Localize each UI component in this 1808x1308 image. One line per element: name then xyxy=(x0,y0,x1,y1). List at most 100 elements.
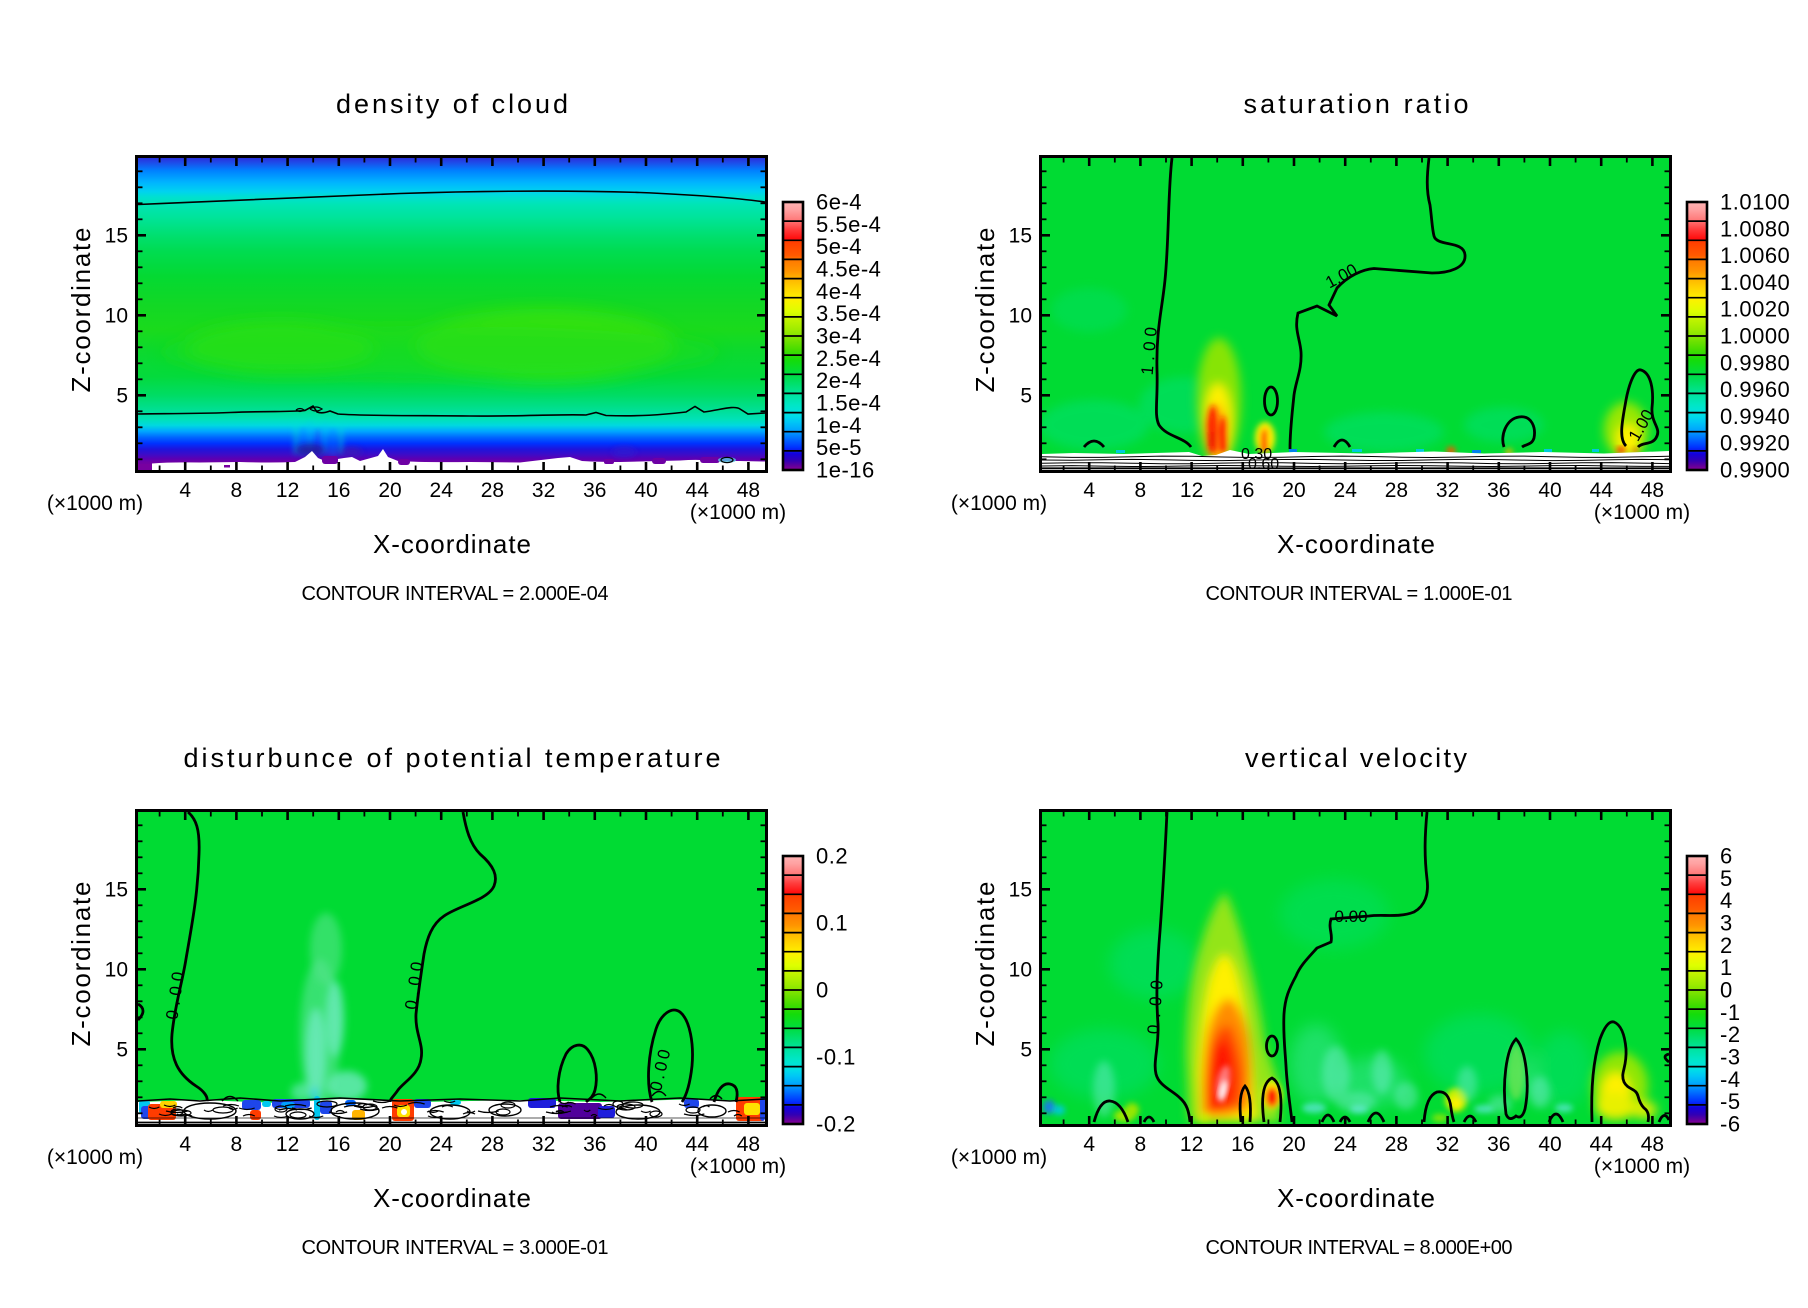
svg-text:1e-16: 1e-16 xyxy=(816,458,875,483)
svg-text:4: 4 xyxy=(179,1133,191,1156)
svg-text:40: 40 xyxy=(634,1133,657,1156)
svg-text:40: 40 xyxy=(1538,479,1561,502)
svg-text:1.0000: 1.0000 xyxy=(1720,324,1790,349)
svg-text:vertical velocity: vertical velocity xyxy=(1245,743,1468,773)
svg-text:48: 48 xyxy=(1641,1133,1664,1156)
svg-text:36: 36 xyxy=(583,479,606,502)
svg-text:0.9940: 0.9940 xyxy=(1720,404,1790,429)
svg-text:(×1000 m): (×1000 m) xyxy=(690,1155,786,1178)
svg-text:5: 5 xyxy=(1020,384,1032,407)
svg-text:0.9980: 0.9980 xyxy=(1720,350,1790,375)
svg-text:density of cloud: density of cloud xyxy=(336,89,568,119)
svg-text:CONTOUR INTERVAL = 3.000E-01: CONTOUR INTERVAL = 3.000E-01 xyxy=(302,1237,609,1259)
svg-text:32: 32 xyxy=(1436,479,1459,502)
svg-text:2.5e-4: 2.5e-4 xyxy=(816,346,881,371)
svg-text:CONTOUR INTERVAL = 8.000E+00: CONTOUR INTERVAL = 8.000E+00 xyxy=(1206,1237,1513,1259)
svg-text:15: 15 xyxy=(105,224,128,247)
svg-text:(×1000 m): (×1000 m) xyxy=(47,492,143,515)
svg-text:15: 15 xyxy=(1009,224,1032,247)
svg-text:0.30: 0.30 xyxy=(1241,446,1272,463)
svg-text:X-coordinate: X-coordinate xyxy=(373,1183,531,1213)
svg-text:16: 16 xyxy=(1231,1133,1254,1156)
svg-text:disturbunce of potential tempe: disturbunce of potential temperature xyxy=(184,743,721,773)
svg-text:3: 3 xyxy=(1720,911,1733,936)
svg-text:(×1000 m): (×1000 m) xyxy=(951,492,1047,515)
svg-text:6: 6 xyxy=(1720,844,1733,869)
svg-text:16: 16 xyxy=(327,1133,350,1156)
svg-text:24: 24 xyxy=(430,1133,454,1156)
svg-text:8: 8 xyxy=(231,479,243,502)
svg-text:8: 8 xyxy=(1135,479,1147,502)
svg-text:4.5e-4: 4.5e-4 xyxy=(816,257,881,282)
svg-text:0: 0 xyxy=(816,978,829,1003)
svg-text:1.0080: 1.0080 xyxy=(1720,216,1790,241)
svg-text:4e-4: 4e-4 xyxy=(816,279,862,304)
svg-text:44: 44 xyxy=(1590,479,1614,502)
svg-text:48: 48 xyxy=(737,479,760,502)
svg-text:1: 1 xyxy=(1720,955,1733,980)
svg-text:1.0020: 1.0020 xyxy=(1720,297,1790,322)
svg-text:2: 2 xyxy=(1720,933,1733,958)
svg-text:-6: -6 xyxy=(1720,1112,1741,1137)
svg-text:4: 4 xyxy=(1720,888,1733,913)
svg-text:20: 20 xyxy=(378,479,401,502)
svg-text:24: 24 xyxy=(1334,479,1358,502)
svg-text:Z-coordinate: Z-coordinate xyxy=(970,228,1000,393)
svg-text:5: 5 xyxy=(116,1038,128,1061)
svg-text:-4: -4 xyxy=(1720,1067,1741,1092)
svg-text:36: 36 xyxy=(583,1133,606,1156)
svg-text:-5: -5 xyxy=(1720,1089,1741,1114)
svg-text:6e-4: 6e-4 xyxy=(816,190,862,215)
svg-text:2e-4: 2e-4 xyxy=(816,368,862,393)
svg-text:-0.2: -0.2 xyxy=(816,1112,856,1137)
svg-text:1.0100: 1.0100 xyxy=(1720,190,1790,215)
svg-text:5: 5 xyxy=(116,384,128,407)
svg-text:Z-coordinate: Z-coordinate xyxy=(970,882,1000,1047)
svg-text:28: 28 xyxy=(481,1133,504,1156)
svg-text:15: 15 xyxy=(105,878,128,901)
svg-text:32: 32 xyxy=(532,479,555,502)
svg-text:28: 28 xyxy=(481,479,504,502)
svg-text:0.9920: 0.9920 xyxy=(1720,431,1790,456)
svg-text:15: 15 xyxy=(1009,878,1032,901)
svg-text:10: 10 xyxy=(1009,304,1032,327)
svg-text:44: 44 xyxy=(686,1133,710,1156)
svg-text:CONTOUR INTERVAL = 2.000E-04: CONTOUR INTERVAL = 2.000E-04 xyxy=(302,583,609,605)
svg-text:(×1000 m): (×1000 m) xyxy=(690,501,786,524)
svg-text:12: 12 xyxy=(1180,1133,1203,1156)
svg-text:8: 8 xyxy=(231,1133,243,1156)
svg-text:36: 36 xyxy=(1487,479,1510,502)
svg-text:48: 48 xyxy=(1641,479,1664,502)
svg-text:4: 4 xyxy=(1083,1133,1095,1156)
svg-text:1.0040: 1.0040 xyxy=(1720,270,1790,295)
svg-text:0.00: 0.00 xyxy=(1334,907,1367,926)
svg-text:0.9900: 0.9900 xyxy=(1720,458,1790,483)
svg-text:(×1000 m): (×1000 m) xyxy=(1594,1155,1690,1178)
svg-text:44: 44 xyxy=(686,479,710,502)
svg-text:-3: -3 xyxy=(1720,1045,1741,1070)
svg-text:10: 10 xyxy=(1009,958,1032,981)
svg-text:4: 4 xyxy=(179,479,191,502)
svg-text:32: 32 xyxy=(1436,1133,1459,1156)
svg-text:1.0060: 1.0060 xyxy=(1720,243,1790,268)
svg-text:(×1000 m): (×1000 m) xyxy=(47,1146,143,1169)
svg-text:CONTOUR INTERVAL = 1.000E-01: CONTOUR INTERVAL = 1.000E-01 xyxy=(1206,583,1513,605)
svg-text:36: 36 xyxy=(1487,1133,1510,1156)
svg-text:20: 20 xyxy=(1282,479,1305,502)
svg-text:40: 40 xyxy=(634,479,657,502)
svg-text:0.1: 0.1 xyxy=(816,911,848,936)
svg-text:4: 4 xyxy=(1083,479,1095,502)
svg-text:1.00: 1.00 xyxy=(1138,321,1162,376)
svg-text:28: 28 xyxy=(1385,1133,1408,1156)
svg-text:16: 16 xyxy=(327,479,350,502)
svg-text:(×1000 m): (×1000 m) xyxy=(951,1146,1047,1169)
svg-text:5: 5 xyxy=(1720,866,1733,891)
svg-text:44: 44 xyxy=(1590,1133,1614,1156)
svg-text:-2: -2 xyxy=(1720,1022,1741,1047)
svg-text:40: 40 xyxy=(1538,1133,1561,1156)
svg-text:12: 12 xyxy=(276,1133,299,1156)
svg-text:8: 8 xyxy=(1135,1133,1147,1156)
svg-text:-1: -1 xyxy=(1720,1000,1741,1025)
svg-text:5.5e-4: 5.5e-4 xyxy=(816,212,881,237)
svg-text:0.9960: 0.9960 xyxy=(1720,377,1790,402)
